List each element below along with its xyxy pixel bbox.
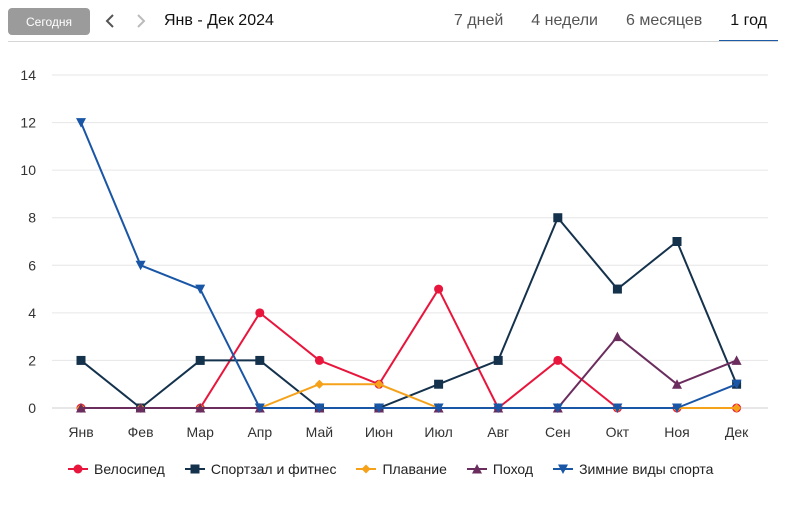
chart-legend: Велосипед Спортзал и фитнес Плавание Поход З… [68,461,733,477]
data-point-3 [672,379,682,389]
x-tick-label: Апр [247,424,272,440]
data-point-1 [195,355,205,365]
legend-swatch-icon [466,464,487,474]
data-point-2 [374,379,384,389]
data-point-4 [433,403,444,413]
y-tick-label: 6 [28,257,36,273]
toolbar: Сегодня Янв - Дек 2024 7 дней 4 недели 6… [0,0,800,42]
data-point-2 [732,403,742,413]
data-point-2 [314,379,324,389]
y-tick-label: 10 [20,162,36,178]
data-point-0 [553,355,563,365]
today-button[interactable]: Сегодня [8,8,90,35]
legend-label: Спортзал и фитнес [210,461,337,477]
data-point-4 [76,118,86,128]
x-tick-label: Окт [606,424,630,440]
tab-6-months[interactable]: 6 месяцев [625,12,703,29]
period-tabs: 7 дней 4 недели 6 месяцев 1 год [437,0,778,42]
legend-label: Плавание [382,461,447,477]
series-line-4 [80,122,737,409]
legend-marker [190,464,200,474]
x-tick-label: Дек [725,424,749,440]
x-tick-label: Фев [128,424,154,440]
data-point-4 [731,379,742,390]
data-point-3 [612,331,623,342]
data-point-4 [552,403,563,413]
previous-period-button[interactable] [99,9,121,33]
data-point-3 [76,403,86,413]
tab-4-weeks[interactable]: 4 недели [531,12,598,29]
data-point-3 [135,403,146,413]
y-tick-label: 2 [28,352,36,368]
legend-swatch-icon [184,464,205,474]
data-point-4 [493,403,504,413]
legend-label: Поход [492,461,534,477]
data-point-1 [553,213,563,223]
x-tick-label: Июн [365,424,393,440]
x-tick-label: Сен [545,424,571,440]
data-point-1 [612,284,622,294]
legend-swatch-icon [553,464,574,474]
y-tick-label: 4 [28,305,36,321]
toolbar-divider [8,41,778,42]
x-tick-label: Ноя [664,424,689,440]
data-point-4 [314,403,325,413]
legend-item[interactable]: Плавание [356,461,447,477]
data-point-4 [612,403,623,413]
y-tick-label: 12 [20,115,36,131]
x-tick-label: Мар [186,424,214,440]
data-point-4 [254,403,265,413]
legend-item[interactable]: Поход [466,461,534,477]
data-point-0 [255,308,265,318]
legend-marker [73,464,83,474]
data-point-1 [434,379,444,389]
series-line-0 [81,288,737,409]
tab-7-days[interactable]: 7 дней [453,12,504,29]
legend-item[interactable]: Велосипед [68,461,165,477]
data-point-1 [672,237,682,246]
chevron-left-icon [105,14,114,28]
data-point-4 [374,403,384,413]
data-point-4 [672,403,682,413]
x-tick-label: Авг [487,424,509,440]
chevron-right-icon [137,14,146,28]
x-tick-label: Май [306,424,333,440]
data-point-4 [135,260,146,271]
data-point-3 [731,355,742,365]
activity-line-chart: 0 2 4 6 8 10 12 14 Янв Фев Мар Апр Май Июн Июл Авг Сен Ок… [20,67,768,440]
data-point-1 [76,355,86,365]
next-period-button[interactable] [130,9,152,33]
legend-marker [361,464,371,474]
legend-label: Зимние виды спорта [579,461,714,477]
tab-1-year[interactable]: 1 год [719,0,778,42]
legend-label: Велосипед [94,461,165,477]
series-line-2 [81,383,737,409]
legend-marker [471,464,482,474]
data-point-0 [314,355,324,365]
y-tick-label: 14 [20,67,36,83]
data-point-3 [195,403,206,413]
data-point-1 [493,355,503,365]
legend-item[interactable]: Спортзал и фитнес [184,461,337,477]
date-range-title: Янв - Дек 2024 [164,12,274,29]
y-tick-label: 8 [28,210,36,226]
y-tick-label: 0 [28,400,36,416]
data-point-1 [255,355,265,365]
legend-swatch-icon [68,464,88,474]
data-point-0 [434,284,444,294]
data-point-4 [195,284,206,295]
series-line-3 [81,335,737,409]
legend-swatch-icon [356,464,377,474]
legend-item[interactable]: Зимние виды спорта [553,461,713,477]
x-tick-label: Янв [68,424,93,440]
legend-marker [558,464,569,474]
x-tick-label: Июл [424,424,452,440]
